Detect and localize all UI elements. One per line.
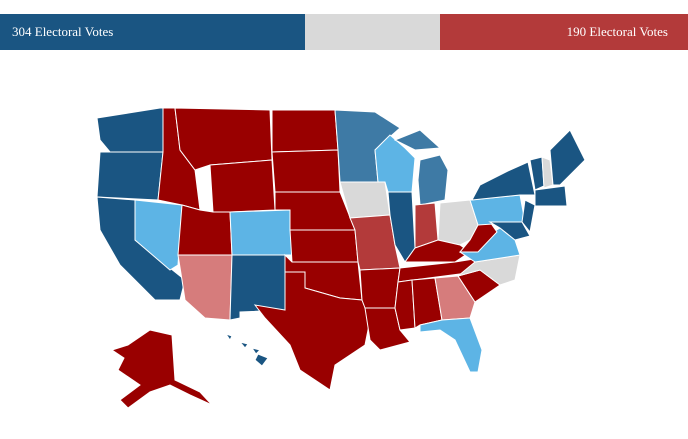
- right-total: 190 Electoral Votes: [566, 24, 668, 39]
- state: [253, 271, 371, 391]
- state: [521, 199, 536, 234]
- states: [96, 107, 586, 409]
- state: [250, 347, 261, 355]
- state: [271, 109, 339, 153]
- state: [177, 254, 233, 321]
- state: [96, 107, 166, 153]
- left-total: 304 Electoral Votes: [12, 24, 114, 39]
- state: [359, 267, 401, 309]
- state: [271, 149, 341, 193]
- state: [534, 185, 568, 207]
- state: [549, 129, 586, 186]
- state: [238, 341, 249, 349]
- state: [254, 353, 269, 367]
- state: [96, 151, 164, 201]
- state: [229, 209, 293, 256]
- state: [471, 161, 536, 201]
- state: [110, 329, 213, 409]
- state: [394, 279, 416, 331]
- red-bar: 190 Electoral Votes: [440, 14, 688, 50]
- state: [289, 229, 359, 263]
- state: [209, 159, 276, 213]
- state: [224, 333, 233, 341]
- state: [488, 221, 531, 241]
- state: [393, 129, 442, 151]
- state: [177, 204, 233, 256]
- state: [134, 199, 183, 271]
- blue-bar: 304 Electoral Votes: [0, 14, 305, 50]
- gray-bar: [305, 14, 440, 50]
- state: [417, 154, 449, 206]
- state: [419, 317, 483, 373]
